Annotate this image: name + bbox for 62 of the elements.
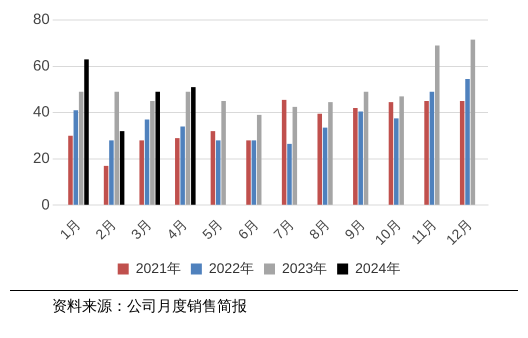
bar: [191, 87, 196, 205]
legend-label: 2021年: [136, 260, 181, 276]
bar: [317, 114, 322, 205]
bar: [430, 92, 434, 205]
bar: [424, 101, 429, 205]
bar: [470, 40, 476, 205]
bar: [139, 140, 144, 205]
bar: [74, 110, 78, 205]
bar: [114, 92, 120, 205]
x-tick-label: 9月: [341, 216, 368, 242]
bar: [353, 108, 358, 205]
bar: [282, 100, 286, 205]
y-tick-label: 20: [32, 150, 50, 168]
x-tick-label: 10月: [372, 216, 404, 248]
x-tick-label: 6月: [234, 216, 262, 242]
bar: [388, 102, 394, 205]
bar: [78, 92, 84, 205]
x-tick-label: 4月: [163, 216, 190, 242]
bar: [287, 144, 292, 205]
bar: [180, 126, 185, 205]
legend-label: 2024年: [355, 260, 400, 276]
x-tick-label: 7月: [270, 216, 297, 242]
legend-label: 2023年: [282, 260, 328, 276]
bar: [216, 140, 221, 205]
x-tick-label: 3月: [128, 216, 155, 242]
legend-label: 2022年: [208, 260, 254, 276]
bar: [460, 101, 464, 205]
bar: [252, 140, 256, 205]
bar: [144, 120, 150, 205]
x-tick-label: 5月: [199, 216, 226, 242]
bar: [364, 92, 368, 205]
bar: [104, 166, 108, 205]
bar: [322, 128, 328, 205]
bar: [292, 106, 298, 205]
y-tick-label: 80: [32, 11, 50, 28]
bar: [210, 131, 216, 205]
bar: [328, 102, 333, 205]
bar: [109, 140, 114, 205]
bar: [84, 59, 89, 205]
text: 资料来源：公司月度销售简报: [10, 290, 518, 316]
bar: [246, 140, 251, 205]
bar: [120, 131, 124, 205]
bar: [155, 92, 160, 205]
bar: [150, 101, 155, 205]
bar: [358, 111, 363, 205]
bar: [434, 45, 440, 205]
bar: [465, 79, 470, 205]
bar: [399, 96, 404, 205]
bar: [394, 118, 399, 205]
y-tick-label: 40: [32, 104, 50, 121]
bar: [68, 136, 73, 205]
x-tick-label: 2月: [92, 216, 119, 242]
bar: [256, 114, 262, 205]
y-tick-label: 0: [41, 196, 50, 214]
x-tick-label: 12月: [442, 216, 476, 248]
bar: [186, 92, 190, 205]
x-tick-label: 11月: [408, 216, 440, 248]
bar: [221, 101, 226, 205]
x-tick-label: 1月: [56, 216, 84, 242]
bar: [175, 138, 180, 205]
y-tick-label: 60: [32, 57, 50, 74]
x-tick-label: 8月: [306, 216, 333, 242]
